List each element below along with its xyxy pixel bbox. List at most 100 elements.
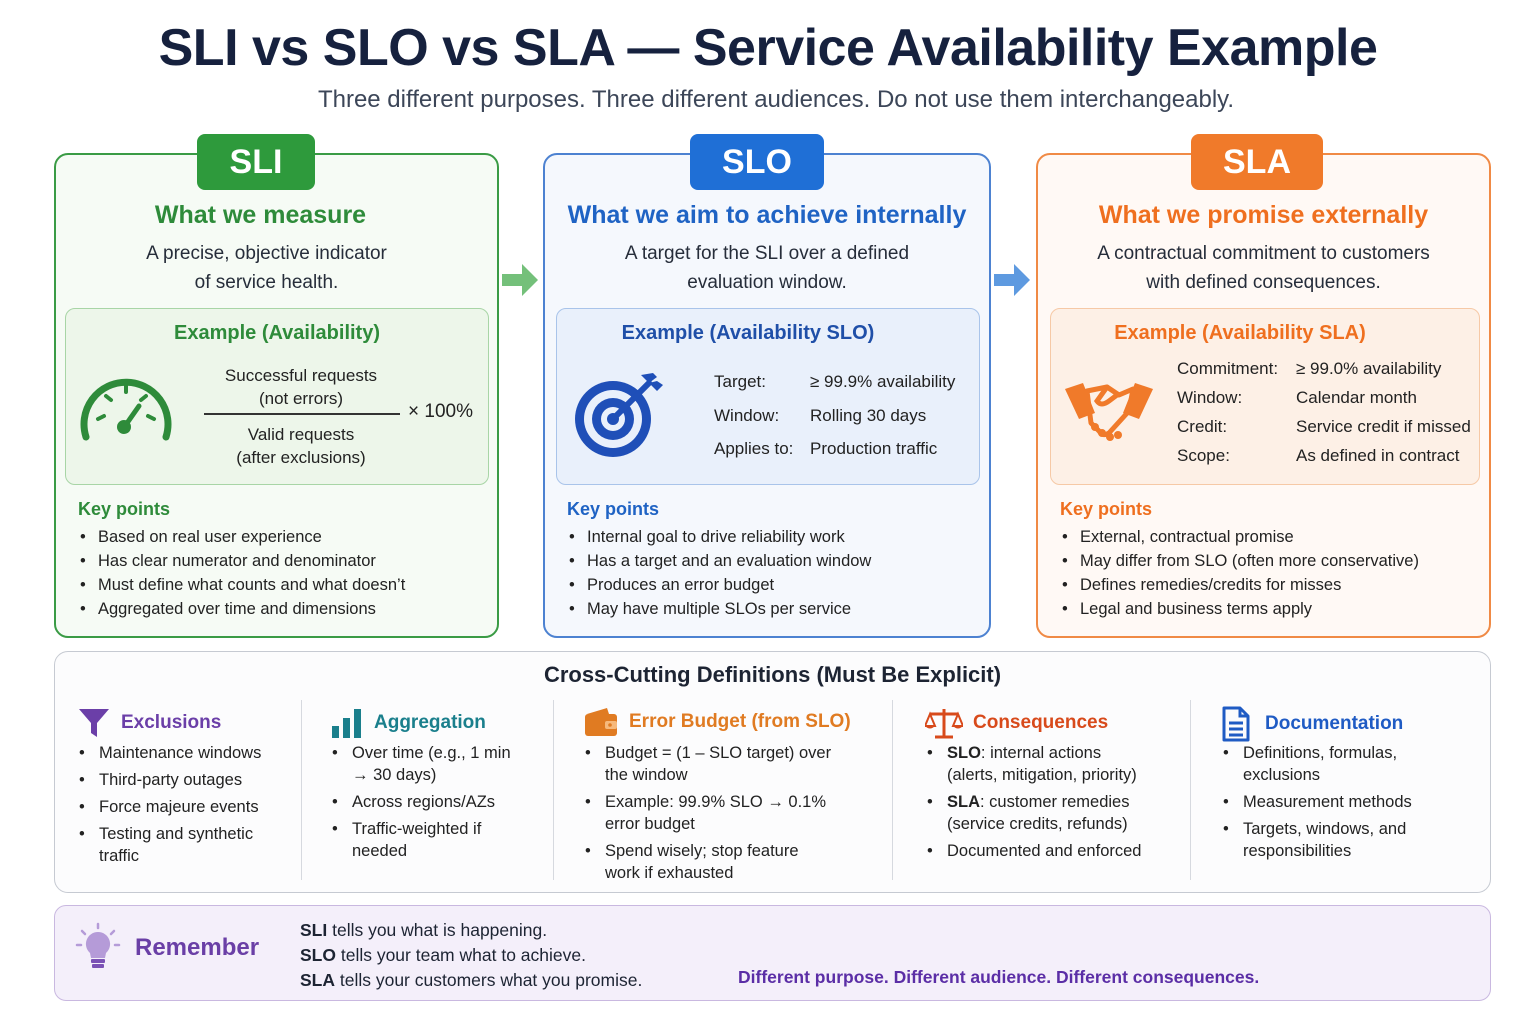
slo-row-target-value: ≥ 99.9% availability [810,372,956,391]
list-item: Internal goal to drive reliability work [567,525,871,549]
lightbulb-icon [75,922,121,968]
slo-example-title: Example (Availability SLO) [621,322,875,344]
column-divider [301,700,302,880]
wallet-icon [585,708,617,736]
list-item: Legal and business terms apply [1060,597,1419,621]
exclusions-column: Exclusions Maintenance windows Third-par… [77,700,302,882]
list-item: Targets, windows, and responsibilities [1221,818,1431,862]
gauge-icon [80,378,172,441]
remember-panel: Remember SLI tells you what is happening… [54,905,1491,1001]
target-icon [575,373,663,457]
funnel-icon [79,709,109,737]
slo-row-applies-value: Production traffic [810,439,938,458]
sli-description: A precise, objective indicator of servic… [46,239,487,297]
list-item: Traffic-weighted if needed [330,818,525,862]
remember-label: Remember [135,934,260,961]
list-item: Force majeure events [77,796,277,818]
list-item: May differ from SLO (often more conserva… [1060,549,1419,573]
handshake-icon [1065,383,1153,441]
slo-consequence-text: : internal actions (alerts, mitigation, … [947,744,1137,784]
sli-summary: tells you what is happening. [327,920,548,940]
cross-cutting-panel: Cross-Cutting Definitions (Must Be Expli… [54,651,1491,893]
sli-card: SLI What we measure A precise, objective… [54,134,499,638]
sla-key-points: External, contractual promise May differ… [1060,525,1419,621]
list-item: Third-party outages [77,769,277,791]
list-item: Measurement methods [1221,791,1431,813]
list-item: SLA: customer remedies (service credits,… [925,791,1155,835]
remember-tagline: Different purpose. Different audience. D… [738,967,1260,987]
list-item: Based on real user experience [78,525,405,549]
scales-icon [925,709,963,739]
column-divider [892,700,893,880]
sli-example-title: Example (Availability) [174,322,380,344]
list-item: SLO: internal actions (alerts, mitigatio… [925,742,1155,786]
documentation-header: Documentation [1221,706,1403,742]
slo-desc-line-2: evaluation window. [687,272,847,293]
slo-key-points-title: Key points [567,499,660,519]
sla-badge: SLA [1191,134,1323,190]
sli-term: SLI [300,920,328,940]
slo-card: SLO What we aim to achieve internally A … [543,134,991,638]
sla-desc-line-1: A contractual commitment to customers [1097,243,1430,264]
sla-heading: What we promise externally [1098,201,1429,229]
document-icon [1222,706,1250,742]
aggregation-label: Aggregation [374,712,486,733]
sli-desc-line-1: A precise, objective indicator [146,243,387,264]
sla-row-commitment-key: Commitment: [1177,359,1279,378]
numerator-line-2: (not errors) [258,389,344,408]
sli-key-points: Based on real user experience Has clear … [78,525,405,621]
sli-denominator: Valid requests (after exclusions) [206,423,396,469]
sla-row-commitment-value: ≥ 99.0% availability [1296,359,1442,378]
slo-term: SLO [300,945,336,965]
consequences-column: Consequences SLO: internal actions (aler… [925,700,1195,882]
remember-line-sla: SLA tells your customers what you promis… [300,968,642,993]
sla-row-credit-value: Service credit if missed [1296,417,1471,436]
list-item: Produces an error budget [567,573,871,597]
list-item: Defines remedies/credits for misses [1060,573,1419,597]
cross-cutting-title: Cross-Cutting Definitions (Must Be Expli… [543,662,1002,687]
list-item: Definitions, formulas, exclusions [1221,742,1431,786]
slo-row-applies-key: Applies to: [714,439,794,458]
aggregation-column: Aggregation Over time (e.g., 1 min → 30 … [330,700,545,882]
sla-term: SLA [947,793,980,811]
documentation-column: Documentation Definitions, formulas, exc… [1221,700,1461,882]
arrow-right-icon [994,264,1030,296]
sla-key-points-title: Key points [1060,499,1153,519]
list-item: Aggregated over time and dimensions [78,597,405,621]
sli-example-box: Example (Availability) Successful reques… [65,308,489,485]
column-divider [553,700,554,880]
list-item: Across regions/AZs [330,791,525,813]
sla-description: A contractual commitment to customers wi… [1038,239,1489,297]
slo-heading: What we aim to achieve internally [567,201,967,229]
sla-example-title: Example (Availability SLA) [1114,322,1366,344]
sla-summary: tells your customers what you promise. [335,970,643,990]
sla-row-window-value: Calendar month [1296,388,1417,407]
sla-term: SLA [300,970,335,990]
list-item: Testing and synthetic traffic [77,823,277,867]
denominator-line-1: Valid requests [247,425,355,444]
sla-consequence-text: : customer remedies (service credits, re… [947,793,1130,833]
list-item: Over time (e.g., 1 min → 30 days) [330,742,525,786]
sli-multiplier: × 100% [408,401,473,422]
consequences-label: Consequences [973,712,1109,733]
sli-key-points-title: Key points [78,499,171,519]
column-divider [1190,700,1191,880]
slo-summary: tells your team what to achieve. [335,945,586,965]
sla-card: SLA What we promise externally A contrac… [1036,134,1491,638]
sla-row-scope-value: As defined in contract [1296,446,1460,465]
sla-desc-line-2: with defined consequences. [1146,272,1381,293]
sli-desc-line-2: of service health. [194,272,339,293]
list-item: Documented and enforced [925,840,1165,862]
slo-example-box: Example (Availability SLO) Target: ≥ 99.… [556,308,980,485]
remember-line-sli: SLI tells you what is happening. [300,918,642,943]
error-budget-list: Budget = (1 – SLO target) over the windo… [583,742,858,889]
denominator-line-2: (after exclusions) [236,448,366,467]
sli-numerator: Successful requests (not errors) [206,364,396,410]
error-budget-label: Error Budget (from SLO) [629,711,851,732]
remember-line-slo: SLO tells your team what to achieve. [300,943,642,968]
list-item: Budget = (1 – SLO target) over the windo… [583,742,858,786]
documentation-label: Documentation [1265,713,1404,734]
documentation-list: Definitions, formulas, exclusions Measur… [1221,742,1431,867]
exclusions-header: Exclusions [77,706,221,740]
slo-row-window-key: Window: [714,406,780,425]
